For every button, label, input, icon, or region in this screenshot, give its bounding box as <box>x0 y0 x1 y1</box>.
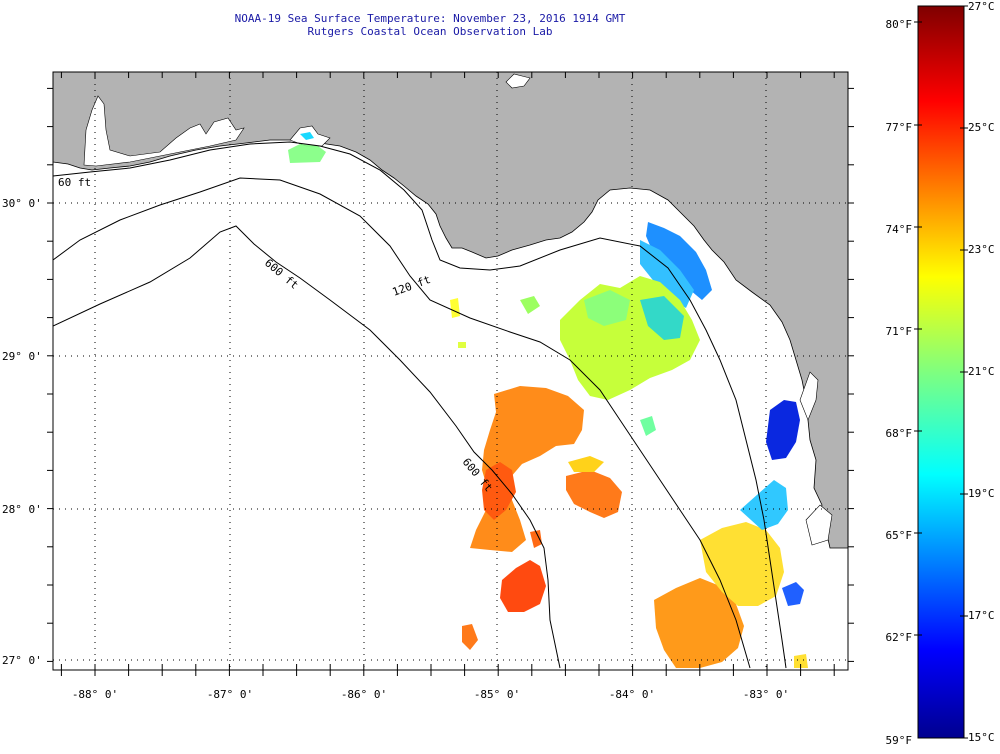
colorbar-c-label-23: 23°C <box>968 243 995 256</box>
colorbar-c-label-21: 21°C <box>968 365 995 378</box>
lon-label-83: -83° 0' <box>743 688 789 701</box>
chart-subtitle: Rutgers Coastal Ocean Observation Lab <box>307 25 553 38</box>
axis-ticks <box>47 72 854 676</box>
colorbar-f-label-80: 80°F <box>886 18 913 31</box>
sst-patch-deepblue-east <box>766 400 800 460</box>
lon-label-85: -85° 0' <box>474 688 520 701</box>
sst-patch-blue-coast <box>782 582 804 606</box>
colorbar-f-label-68: 68°F <box>886 427 913 440</box>
sst-patch-yellow-bottom <box>794 654 808 668</box>
colorbar-c-label-27: 27°C <box>968 0 995 13</box>
sst-patch-orange-spot2 <box>530 530 542 548</box>
colorbar-f-label-71: 71°F <box>886 325 913 338</box>
sst-patch-blue-bigbend <box>646 222 712 300</box>
map-frame <box>52 71 849 671</box>
contour-120ft <box>53 177 751 669</box>
choctawhatchee-bay <box>83 95 245 167</box>
colorbar-f-label-74: 74°F <box>886 223 913 236</box>
temperature-colorbar <box>917 5 965 739</box>
graticule <box>53 72 848 670</box>
sst-patch-green-small <box>520 296 540 314</box>
contour-label-60ft: 60 ft <box>58 176 91 189</box>
lat-label-29: 29° 0' <box>2 350 42 363</box>
sst-patch-green-north <box>288 144 326 163</box>
inland-lake <box>505 73 531 89</box>
colorbar-c-label-25: 25°C <box>968 121 995 134</box>
sst-patch-yellow-mid <box>568 456 604 472</box>
chart-title: NOAA-19 Sea Surface Temperature: Novembe… <box>234 12 626 25</box>
sst-patch-green <box>584 290 630 326</box>
sst-patch-yellow-southeast <box>700 522 784 606</box>
lon-label-86: -86° 0' <box>341 688 387 701</box>
colorbar-c-label-15: 15°C <box>968 731 995 744</box>
charlotte-harbor <box>805 504 833 546</box>
lon-label-87: -87° 0' <box>207 688 253 701</box>
lat-label-27: 27° 0' <box>2 654 42 667</box>
contour-600ft <box>53 225 561 669</box>
sst-patch-cyan-southeast <box>740 480 788 530</box>
colorbar-c-label-17: 17°C <box>968 609 995 622</box>
lon-label-84: -84° 0' <box>609 688 655 701</box>
sst-patch-yellow-small <box>450 298 460 318</box>
colorbar-f-label-59: 59°F <box>886 734 913 747</box>
sst-patch-teal <box>640 296 684 340</box>
colorbar-f-label-65: 65°F <box>886 529 913 542</box>
colorbar-f-label-77: 77°F <box>886 121 913 134</box>
colorbar-ticks <box>914 5 968 739</box>
lat-label-28: 28° 0' <box>2 503 42 516</box>
colorbar-f-label-62: 62°F <box>886 631 913 644</box>
colorbar-c-label-19: 19°C <box>968 487 995 500</box>
lat-label-30: 30° 0' <box>2 197 42 210</box>
sst-patch-red-south <box>500 560 546 612</box>
sst-patch-orange-spot1 <box>462 624 478 650</box>
tampa-bay <box>799 371 819 421</box>
sst-patch-yellow-tiny <box>458 342 466 348</box>
contour-60ft <box>53 141 787 669</box>
lon-label-88: -88° 0' <box>72 688 118 701</box>
sst-patch-orange-mid <box>566 470 622 518</box>
sst-patch-redorange-west <box>482 462 516 520</box>
sst-patch-cyan-north <box>300 132 314 140</box>
sst-patch-orange-southeast <box>654 578 744 668</box>
sst-patch-green-east <box>640 416 656 436</box>
